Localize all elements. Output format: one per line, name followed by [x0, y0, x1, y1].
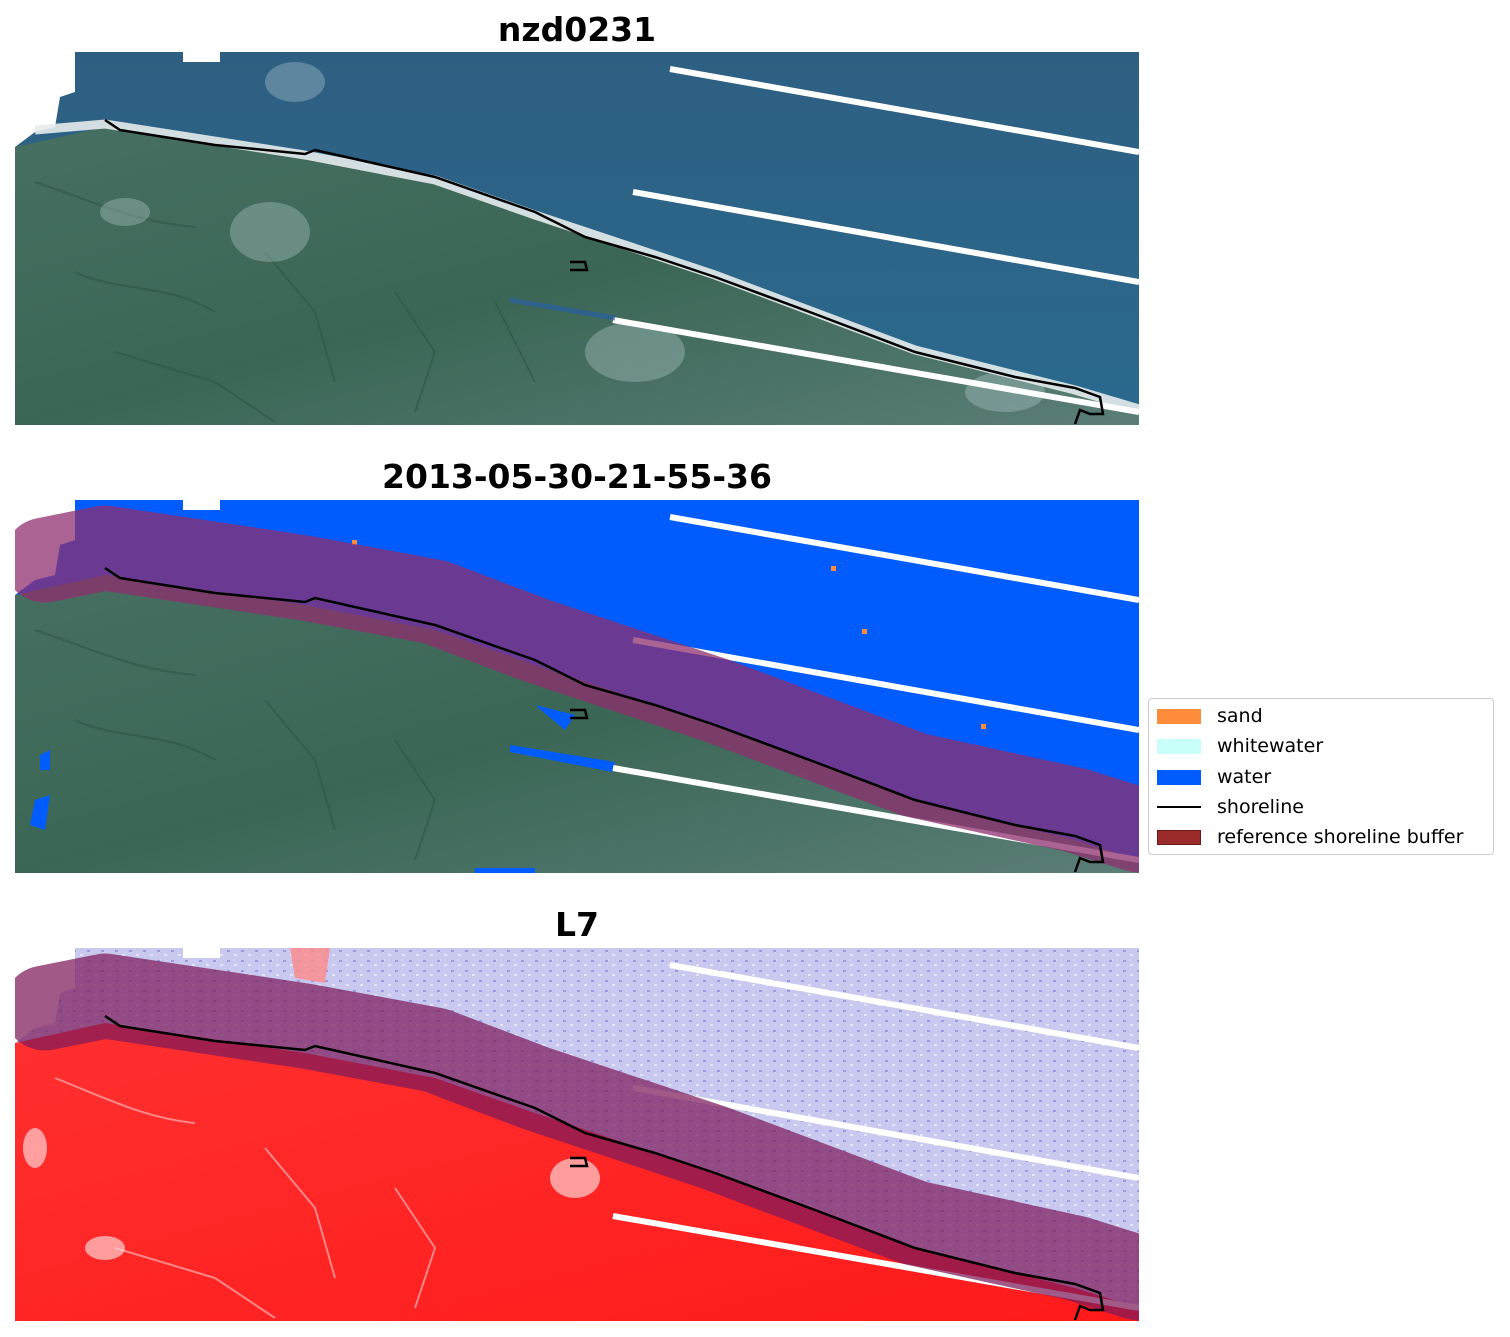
legend-item-shoreline: shoreline [1157, 795, 1304, 819]
legend-swatch-buffer [1157, 829, 1201, 845]
reference-shoreline-buffer-index [15, 953, 1139, 1321]
legend-item-buffer: reference shoreline buffer [1157, 825, 1463, 849]
legend-line-shoreline [1157, 806, 1201, 808]
classified-image [15, 500, 1139, 873]
panel-title-classified: 2013-05-30-21-55-36 [382, 457, 772, 496]
index-image-panel [15, 948, 1139, 1321]
legend-swatch-whitewater [1157, 738, 1201, 754]
legend-label-whitewater: whitewater [1217, 735, 1324, 757]
legend-label-buffer: reference shoreline buffer [1217, 826, 1464, 848]
rgb-image-panel [15, 52, 1139, 425]
legend-item-water: water [1157, 765, 1271, 789]
legend-label-shoreline: shoreline [1217, 796, 1304, 818]
legend-item-whitewater: whitewater [1157, 734, 1323, 758]
legend-swatch-sand [1157, 708, 1201, 724]
legend: sand whitewater water shoreline referenc… [1148, 698, 1494, 855]
panel-title-rgb: nzd0231 [497, 10, 657, 49]
rgb-image [15, 52, 1139, 425]
index-image [15, 948, 1139, 1321]
shoreline-line [104, 118, 1105, 425]
reference-shoreline-buffer [15, 505, 1139, 873]
legend-item-sand: sand [1157, 704, 1263, 728]
legend-swatch-water [1157, 769, 1201, 785]
shoreline-line-classified [104, 566, 1105, 873]
legend-label-water: water [1217, 766, 1272, 788]
classified-image-panel [15, 500, 1139, 873]
panel-title-index: L7 [555, 905, 599, 944]
shoreline-line-index [104, 1014, 1105, 1321]
legend-label-sand: sand [1217, 705, 1263, 727]
